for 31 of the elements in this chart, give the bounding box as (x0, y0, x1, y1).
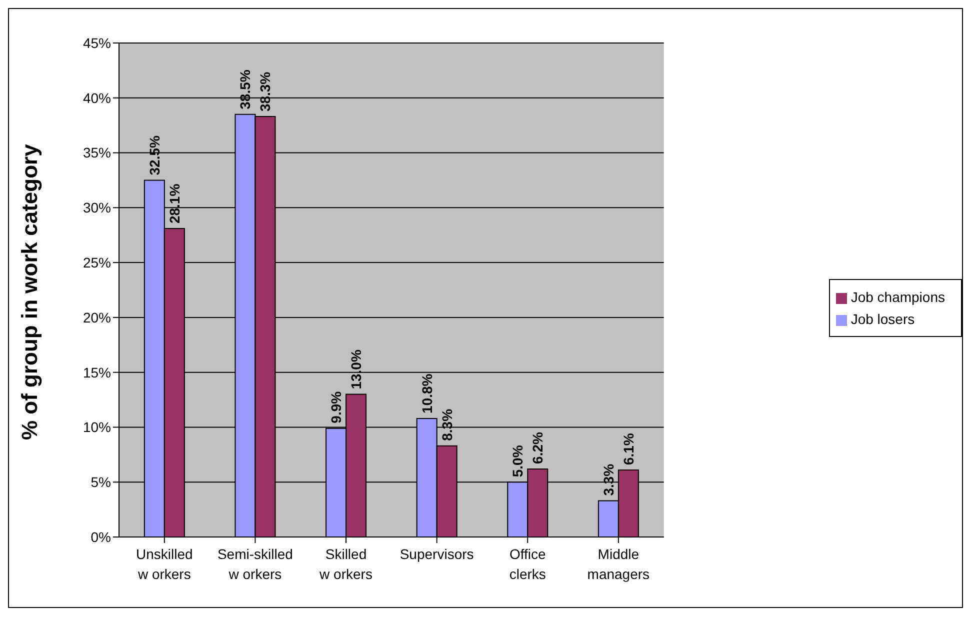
x-tick-label: Unskilled w orkers (136, 546, 193, 582)
data-label: 10.8% (418, 373, 435, 414)
data-label: 6.2% (530, 431, 546, 464)
y-tick-label: 0% (90, 528, 111, 545)
data-label: 9.9% (328, 390, 344, 424)
y-axis-title: % of group in work category (16, 143, 42, 440)
y-tick-label: 45% (82, 34, 111, 51)
y-tick-label: 30% (82, 200, 111, 216)
legend-label: Job losers (850, 311, 915, 327)
data-label: 38.5% (237, 69, 254, 110)
x-tick-label: Semi-skilled w orkers (217, 546, 293, 582)
data-label: 38.3% (257, 71, 274, 112)
data-label: 8.3% (438, 408, 455, 441)
x-tick-label: Skilled w orkers (318, 546, 372, 582)
data-label: 13.0% (348, 349, 364, 390)
legend-label: Job champions (850, 289, 945, 305)
data-label: 5.0% (510, 444, 526, 478)
data-label: 3.3% (600, 463, 616, 496)
y-tick-label: 25% (82, 254, 111, 271)
y-tick-label: 15% (82, 364, 111, 380)
x-tick-label: Office clerks (509, 546, 546, 582)
y-tick-label: 10% (82, 419, 111, 436)
y-tick-label: 40% (82, 90, 111, 106)
x-tick-label: Middle managers (587, 546, 650, 582)
data-label: 32.5% (146, 134, 162, 176)
y-tick-label: 35% (82, 144, 111, 161)
data-label: 28.1% (166, 183, 182, 224)
x-tick-label: Supervisors (400, 546, 474, 562)
y-tick-label: 20% (82, 309, 111, 326)
data-label: 6.1% (620, 432, 636, 466)
y-tick-label: 5% (90, 474, 111, 490)
